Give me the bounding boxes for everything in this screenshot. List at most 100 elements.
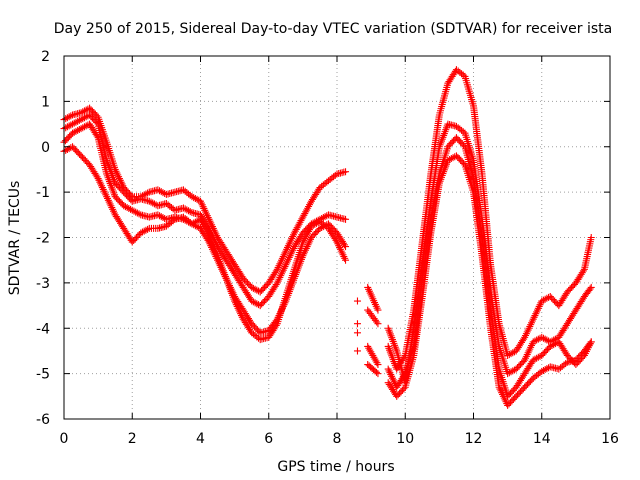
y-tick-label: -2 bbox=[36, 231, 50, 247]
data-point bbox=[200, 222, 208, 230]
x-tick-label: 12 bbox=[465, 431, 483, 447]
x-tick-label: 2 bbox=[128, 431, 137, 447]
data-point bbox=[293, 224, 301, 232]
data-point bbox=[304, 204, 312, 212]
data-point bbox=[451, 153, 459, 161]
data-point bbox=[303, 231, 311, 239]
x-tick-label: 8 bbox=[333, 431, 342, 447]
data-point bbox=[204, 229, 212, 237]
data-point bbox=[93, 132, 101, 140]
data-point bbox=[299, 213, 307, 221]
series-4 bbox=[60, 143, 595, 409]
chart-title: Day 250 of 2015, Sidereal Day-to-day VTE… bbox=[54, 21, 612, 37]
data-point bbox=[296, 218, 304, 226]
data-point bbox=[67, 144, 75, 152]
data-point bbox=[342, 243, 350, 251]
y-tick-label: -1 bbox=[36, 185, 50, 201]
data-point bbox=[144, 225, 152, 233]
data-point bbox=[342, 168, 350, 176]
data-point bbox=[342, 215, 350, 223]
data-point bbox=[255, 327, 263, 335]
data-point bbox=[199, 221, 207, 229]
data-point bbox=[586, 339, 594, 347]
data-point bbox=[520, 335, 528, 343]
y-tick-label: 1 bbox=[41, 94, 50, 110]
data-point bbox=[201, 224, 209, 232]
data-point bbox=[297, 217, 305, 225]
data-point bbox=[203, 228, 211, 236]
data-point bbox=[306, 201, 314, 209]
data-point bbox=[400, 371, 408, 379]
data-point bbox=[295, 220, 303, 228]
data-point bbox=[306, 226, 314, 234]
data-point bbox=[292, 225, 300, 233]
series-3 bbox=[60, 120, 595, 400]
data-point bbox=[305, 202, 313, 210]
data-point bbox=[255, 287, 263, 295]
data-point bbox=[135, 210, 143, 218]
data-point bbox=[353, 297, 361, 305]
data-point bbox=[400, 385, 408, 393]
plot-area bbox=[60, 66, 595, 409]
y-tick-label: -4 bbox=[36, 321, 50, 337]
data-point bbox=[340, 241, 348, 249]
data-point bbox=[144, 189, 152, 197]
series-1 bbox=[60, 66, 595, 373]
data-point bbox=[93, 112, 101, 120]
data-point bbox=[460, 159, 468, 167]
data-point bbox=[198, 219, 206, 227]
data-point bbox=[305, 227, 313, 235]
x-axis-label: GPS time / hours bbox=[277, 459, 394, 475]
data-point bbox=[302, 233, 310, 241]
data-point bbox=[372, 368, 380, 376]
data-point bbox=[374, 306, 382, 314]
data-point bbox=[84, 105, 92, 113]
data-point bbox=[202, 226, 210, 234]
data-point bbox=[332, 236, 340, 244]
x-tick-label: 10 bbox=[396, 431, 414, 447]
y-tick-label: -6 bbox=[36, 412, 50, 428]
x-tick-label: 0 bbox=[60, 431, 69, 447]
y-tick-label: -3 bbox=[36, 276, 50, 292]
data-point bbox=[302, 208, 310, 216]
data-point bbox=[291, 227, 299, 235]
data-point bbox=[374, 361, 382, 369]
data-point bbox=[186, 208, 194, 216]
y-axis-label: SDTVAR / TECUs bbox=[7, 181, 23, 296]
data-point bbox=[255, 301, 263, 309]
data-point bbox=[197, 217, 205, 225]
x-tick-label: 4 bbox=[196, 431, 205, 447]
data-point bbox=[294, 222, 302, 230]
data-point bbox=[290, 229, 298, 237]
y-tick-label: -5 bbox=[36, 367, 50, 383]
data-point bbox=[586, 285, 594, 293]
data-point bbox=[300, 211, 308, 219]
data-point bbox=[298, 215, 306, 223]
data-point bbox=[587, 283, 595, 291]
data-point bbox=[67, 112, 75, 120]
data-point bbox=[342, 256, 350, 264]
data-point bbox=[374, 370, 382, 378]
data-point bbox=[353, 320, 361, 328]
data-point bbox=[579, 267, 587, 275]
data-point bbox=[587, 338, 595, 346]
data-point bbox=[587, 234, 595, 241]
data-point bbox=[304, 229, 312, 237]
data-point bbox=[374, 320, 382, 328]
grid bbox=[64, 56, 610, 419]
data-point bbox=[272, 321, 280, 329]
y-tick-label: 2 bbox=[41, 49, 50, 65]
data-point bbox=[300, 236, 308, 244]
x-tick-label: 16 bbox=[601, 431, 619, 447]
data-point bbox=[545, 293, 553, 301]
data-point bbox=[197, 215, 204, 223]
data-point bbox=[353, 329, 361, 337]
data-point bbox=[301, 235, 309, 243]
series-2 bbox=[60, 111, 595, 387]
data-point bbox=[353, 347, 361, 355]
x-tick-label: 6 bbox=[264, 431, 273, 447]
y-tick-label: 0 bbox=[41, 140, 50, 156]
data-point bbox=[272, 281, 280, 289]
data-point bbox=[460, 141, 468, 149]
